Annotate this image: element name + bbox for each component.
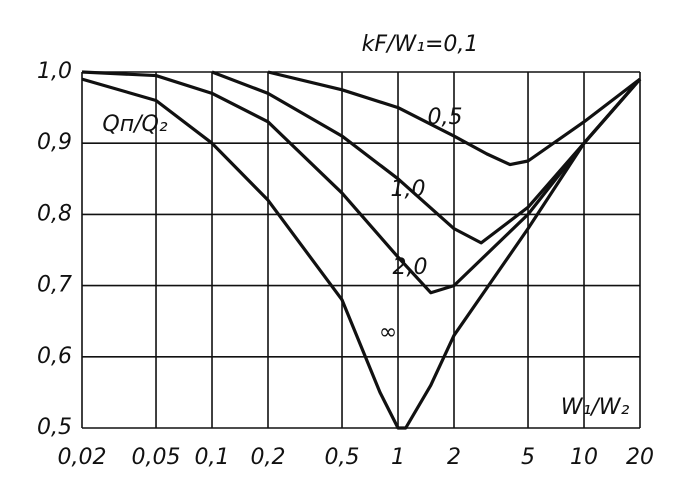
x-tick-label: 1 xyxy=(391,445,405,470)
x-axis-label: W₁/W₂ xyxy=(561,395,630,420)
x-tick-label: 0,1 xyxy=(195,445,230,470)
curve xyxy=(81,77,642,430)
curve-label: 2,0 xyxy=(393,255,428,280)
x-tick-label: 0,5 xyxy=(325,445,360,470)
curve-label: ∞ xyxy=(379,320,397,345)
y-axis-label: Qп/Q₂ xyxy=(102,112,167,137)
curve-label: 1,0 xyxy=(391,177,426,202)
y-tick-label: 0,8 xyxy=(37,201,72,226)
x-tick-label: 10 xyxy=(570,445,598,470)
x-tick-label: 0,2 xyxy=(251,445,286,470)
curve-label: 0,5 xyxy=(428,105,463,130)
y-tick-label: 0,5 xyxy=(37,415,72,440)
x-tick-label: 2 xyxy=(447,445,461,470)
curve xyxy=(267,70,641,167)
x-tick-label: 20 xyxy=(626,445,654,470)
x-tick-label: 5 xyxy=(521,445,535,470)
y-tick-label: 1,0 xyxy=(37,59,72,84)
chart-title: kF/W₁=0,1 xyxy=(362,32,479,57)
curve xyxy=(81,70,642,295)
x-tick-label: 0,05 xyxy=(132,445,181,470)
y-tick-label: 0,9 xyxy=(37,130,72,155)
y-tick-label: 0,6 xyxy=(37,344,72,369)
y-tick-label: 0,7 xyxy=(37,273,72,298)
x-tick-label: 0,02 xyxy=(58,445,107,470)
